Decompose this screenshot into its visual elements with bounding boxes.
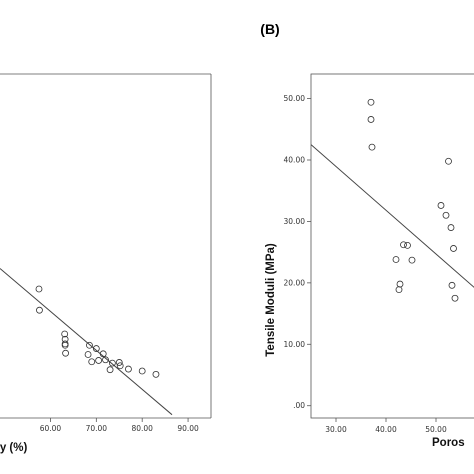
panel-b-y-axis-label: Tensile Moduli (MPa) (265, 243, 277, 357)
data-point (61, 341, 69, 349)
data-point (408, 256, 416, 264)
data-point (99, 350, 107, 358)
data-point (115, 359, 123, 366)
panel-b-fit-group (311, 144, 474, 288)
panel-b: 30.00 40.00 50.00 .00 10.00 20.00 30.00 40.00 5… (265, 73, 474, 449)
data-point (152, 370, 160, 378)
fit-line (0, 268, 173, 416)
panel-a-x-axis-label: ty (%) (0, 442, 27, 454)
data-point (138, 367, 146, 375)
data-point (367, 116, 375, 123)
y-tick-label: 30.00 (284, 217, 306, 226)
y-tick-label: 20.00 (284, 278, 306, 287)
panel-b-x-axis-label: Poros (432, 437, 465, 449)
x-tick-label: 80.00 (131, 424, 153, 433)
x-tick-label: 30.00 (325, 425, 347, 434)
data-point (36, 306, 43, 314)
data-point (62, 349, 69, 357)
data-point (450, 245, 457, 252)
data-point (451, 294, 459, 302)
data-point (125, 365, 132, 373)
data-point (448, 281, 456, 289)
data-point (116, 362, 124, 370)
panel-a-points (35, 285, 160, 378)
x-tick-label: 50.00 (425, 425, 447, 434)
fit-line (311, 144, 474, 288)
panel-b-label: (B) (260, 21, 279, 37)
panel-b-x-ticks: 30.00 40.00 50.00 (325, 418, 447, 434)
data-point (86, 341, 93, 349)
y-tick-label: 10.00 (284, 340, 306, 349)
data-point (367, 98, 375, 106)
data-point (395, 286, 403, 294)
data-point (368, 143, 376, 151)
data-point (392, 256, 400, 263)
data-point (84, 351, 92, 358)
x-tick-label: 70.00 (86, 424, 108, 433)
data-point (445, 157, 452, 165)
data-point (95, 357, 103, 364)
data-point (61, 330, 69, 338)
data-point (447, 224, 455, 231)
panel-a: 60.00 70.00 80.00 90.00 ty (%) (0, 73, 212, 454)
panel-a-x-ticks: 60.00 70.00 80.00 90.00 (40, 418, 199, 433)
data-point (437, 202, 445, 209)
data-point (61, 340, 69, 348)
x-tick-label: 40.00 (375, 425, 397, 434)
data-point (88, 358, 96, 366)
data-point (106, 366, 114, 374)
data-point (442, 211, 450, 219)
y-tick-label: 40.00 (284, 156, 306, 165)
data-point (108, 359, 116, 367)
panel-b-points (367, 98, 459, 302)
data-point (92, 345, 100, 352)
data-point (396, 280, 404, 288)
y-tick-label: 50.00 (284, 94, 306, 103)
data-point (102, 356, 109, 364)
data-point (404, 241, 411, 249)
y-tick-label: .00 (293, 401, 305, 410)
panel-b-plot-frame (310, 73, 474, 419)
x-tick-label: 90.00 (177, 424, 199, 433)
panel-a-fit-group (0, 268, 173, 416)
x-tick-label: 60.00 (40, 424, 62, 433)
data-point (35, 285, 43, 293)
panel-b-y-ticks: .00 10.00 20.00 30.00 40.00 50.00 (284, 94, 311, 410)
data-point (400, 241, 407, 249)
